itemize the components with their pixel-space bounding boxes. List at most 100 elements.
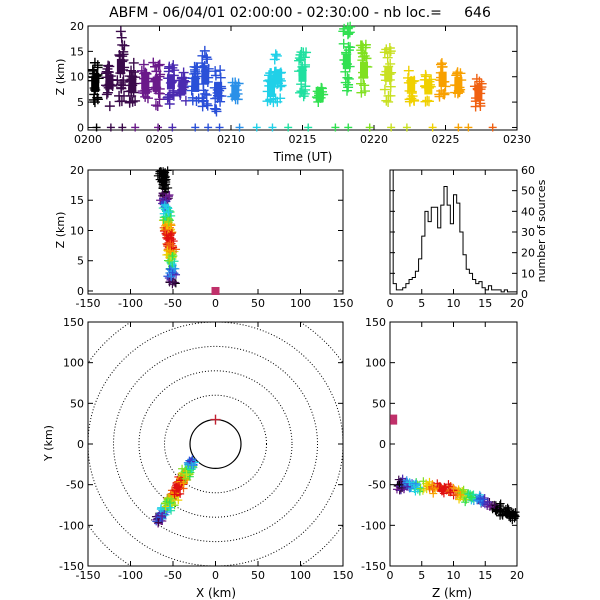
source-marker [119, 40, 130, 51]
source-marker [164, 218, 173, 227]
source-marker [422, 95, 433, 106]
source-marker [117, 39, 128, 50]
source-marker [172, 270, 181, 279]
source-marker [271, 50, 282, 61]
y-tick-label: 150 [365, 316, 386, 329]
ground-source [284, 123, 293, 132]
x-tick-label: 50 [251, 297, 265, 310]
y-tick-label: 0 [77, 285, 84, 298]
y-tick-label: 0 [379, 438, 386, 451]
source-marker [356, 87, 367, 98]
x-tick-label: 0 [212, 569, 219, 582]
x-tick-label: 0205 [146, 133, 174, 146]
source-marker [88, 94, 99, 105]
source-marker [200, 88, 211, 99]
source-marker [152, 101, 163, 112]
source-marker [153, 60, 164, 71]
source-marker [342, 72, 353, 83]
source-marker [155, 167, 164, 176]
source-marker [496, 499, 505, 508]
origin-marker [211, 286, 220, 295]
source-marker [167, 229, 176, 238]
source-marker [201, 52, 212, 63]
y-tick-label: 50 [372, 397, 386, 410]
y-tick-label: -150 [59, 560, 84, 573]
x-tick-label: 10 [447, 297, 461, 310]
dense-cluster [152, 76, 161, 92]
dense-cluster [91, 76, 100, 92]
figure-title: ABFM - 06/04/01 02:00:00 - 02:30:00 - nb… [109, 5, 491, 21]
source-marker [165, 256, 174, 265]
source-marker [128, 57, 139, 68]
y-tick-label: 0 [77, 438, 84, 451]
x-tick-label: 5 [418, 569, 425, 582]
source-marker [181, 474, 190, 483]
source-marker [161, 226, 170, 235]
y-tick-label: 15 [70, 45, 84, 58]
source-marker [470, 101, 481, 112]
source-marker [89, 57, 100, 68]
source-marker [163, 235, 172, 244]
x-tick-label: 0 [387, 297, 394, 310]
range-ring [88, 322, 343, 566]
xz-ylabel: Z (km) [54, 212, 67, 249]
y-tick-label: 150 [63, 316, 84, 329]
source-marker [444, 487, 453, 496]
ground-source [204, 123, 213, 132]
dense-cluster [178, 79, 187, 95]
x-tick-label: 15 [478, 569, 492, 582]
y-tick-label: 50 [521, 185, 535, 198]
x-tick-label: 10 [447, 569, 461, 582]
dense-cluster [315, 86, 324, 103]
x-tick-label: 5 [418, 297, 425, 310]
source-marker [124, 96, 135, 107]
y-tick-label: 10 [70, 71, 84, 84]
x-tick-label: 20 [510, 569, 524, 582]
source-marker [150, 100, 161, 111]
source-marker [161, 212, 170, 221]
source-marker [156, 505, 165, 514]
source-marker [440, 484, 449, 493]
source-marker [383, 90, 394, 101]
source-marker [295, 87, 306, 98]
source-marker [294, 55, 305, 66]
source-marker [126, 90, 137, 101]
source-marker [416, 484, 425, 493]
ground-source [304, 123, 313, 132]
ground-source [268, 123, 277, 132]
source-marker [159, 215, 168, 224]
x-tick-label: 0220 [360, 133, 388, 146]
source-marker [87, 64, 98, 75]
y-tick-label: 100 [365, 357, 386, 370]
range-ring [164, 394, 267, 494]
source-marker [174, 496, 183, 505]
source-marker [385, 81, 396, 92]
source-marker [199, 45, 210, 56]
source-marker [116, 79, 127, 90]
dense-cluster [191, 76, 200, 92]
source-marker [166, 246, 175, 255]
source-marker [104, 101, 115, 112]
y-tick-label: 30 [521, 226, 535, 239]
dense-cluster [407, 76, 416, 92]
y-tick-label: 100 [63, 357, 84, 370]
x-tick-label: -150 [76, 569, 101, 582]
dense-cluster [201, 69, 210, 85]
dense-cluster [342, 53, 351, 70]
source-marker [115, 26, 126, 37]
source-marker [162, 231, 171, 240]
source-marker [344, 27, 355, 38]
source-marker [270, 49, 281, 60]
source-marker [449, 483, 458, 492]
source-marker [178, 464, 187, 473]
source-marker [168, 268, 177, 277]
source-marker [104, 61, 115, 72]
ground-source [215, 123, 224, 132]
dense-cluster [298, 66, 307, 82]
dense-cluster [274, 69, 283, 85]
xz-panel: -150 -100 -50 0 50 100 150 0 5 10 15 20 [70, 164, 354, 310]
source-marker [403, 65, 414, 76]
range-ring [88, 322, 343, 566]
source-marker [419, 477, 428, 486]
source-marker [160, 175, 169, 184]
